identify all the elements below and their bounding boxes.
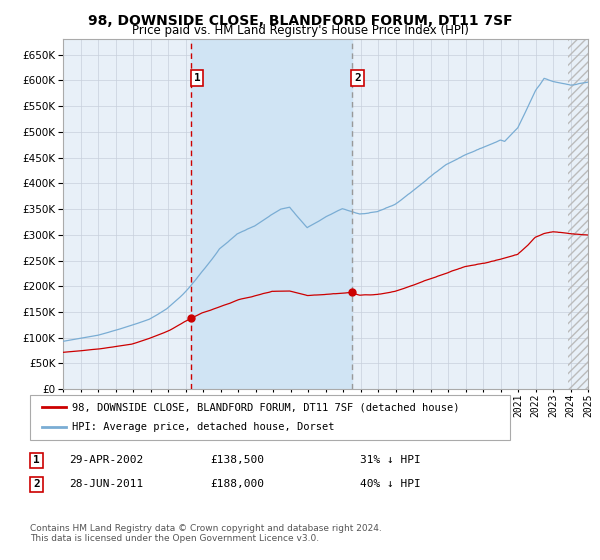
Text: 2: 2 xyxy=(354,73,361,83)
Text: £138,500: £138,500 xyxy=(210,455,264,465)
Text: HPI: Average price, detached house, Dorset: HPI: Average price, detached house, Dors… xyxy=(72,422,335,432)
Text: 31% ↓ HPI: 31% ↓ HPI xyxy=(360,455,421,465)
Text: 40% ↓ HPI: 40% ↓ HPI xyxy=(360,479,421,489)
Text: £188,000: £188,000 xyxy=(210,479,264,489)
Text: 29-APR-2002: 29-APR-2002 xyxy=(69,455,143,465)
Text: 28-JUN-2011: 28-JUN-2011 xyxy=(69,479,143,489)
Text: Price paid vs. HM Land Registry's House Price Index (HPI): Price paid vs. HM Land Registry's House … xyxy=(131,24,469,37)
Bar xyxy=(568,39,588,389)
Text: 98, DOWNSIDE CLOSE, BLANDFORD FORUM, DT11 7SF: 98, DOWNSIDE CLOSE, BLANDFORD FORUM, DT1… xyxy=(88,14,512,28)
Text: 98, DOWNSIDE CLOSE, BLANDFORD FORUM, DT11 7SF (detached house): 98, DOWNSIDE CLOSE, BLANDFORD FORUM, DT1… xyxy=(72,402,460,412)
Text: 1: 1 xyxy=(194,73,200,83)
Bar xyxy=(568,39,588,389)
Text: 1: 1 xyxy=(33,455,40,465)
Text: Contains HM Land Registry data © Crown copyright and database right 2024.
This d: Contains HM Land Registry data © Crown c… xyxy=(30,524,382,543)
Bar xyxy=(191,39,352,389)
Text: 2: 2 xyxy=(33,479,40,489)
